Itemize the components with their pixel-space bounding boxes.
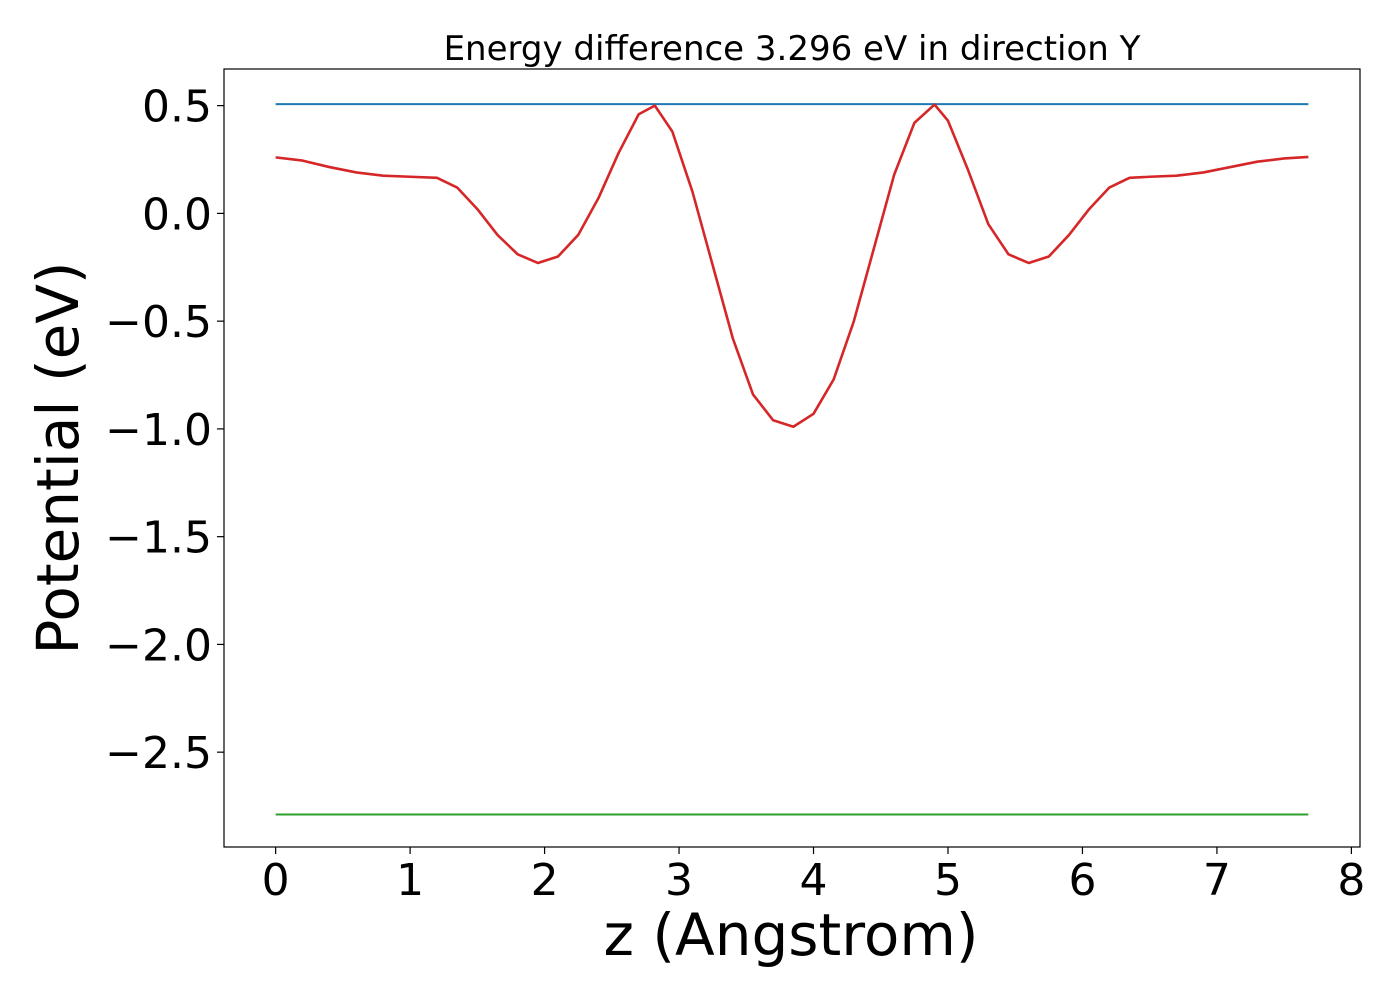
x-tick-label: 6 <box>1068 855 1096 906</box>
chart-title: Energy difference 3.296 eV in direction … <box>444 29 1141 69</box>
y-axis: 0.5 0.0 −0.5 −1.0 −1.5 −2.0 −2.5 <box>105 82 224 779</box>
x-tick-label: 5 <box>934 855 962 906</box>
x-tick-label: 7 <box>1203 855 1231 906</box>
y-tick-label: −1.5 <box>105 513 212 564</box>
x-tick-label: 4 <box>800 855 828 906</box>
x-axis: 0 1 2 3 4 5 6 7 8 <box>262 847 1365 906</box>
y-tick-label: 0.0 <box>142 189 212 240</box>
y-axis-label: Potential (eV) <box>24 261 92 654</box>
y-tick-label: −1.0 <box>105 405 212 456</box>
x-tick-label: 2 <box>531 855 559 906</box>
y-tick-label: −2.5 <box>105 728 212 779</box>
y-tick-label: −2.0 <box>105 620 212 671</box>
y-tick-label: −0.5 <box>105 297 212 348</box>
y-tick-label: 0.5 <box>142 82 212 133</box>
x-axis-label: z (Angstrom) <box>604 901 979 969</box>
x-tick-label: 3 <box>665 855 693 906</box>
plot-frame <box>223 68 1361 848</box>
series-line-2 <box>275 103 1309 429</box>
x-tick-label: 0 <box>262 855 290 906</box>
x-tick-label: 1 <box>396 855 424 906</box>
series-layer <box>275 103 1309 816</box>
x-tick-label: 8 <box>1337 855 1365 906</box>
